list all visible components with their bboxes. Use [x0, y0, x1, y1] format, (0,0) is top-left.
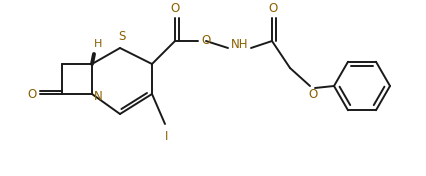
Text: O: O — [308, 89, 318, 102]
Text: O: O — [201, 34, 210, 48]
Text: NH: NH — [231, 37, 249, 51]
Text: O: O — [27, 87, 37, 100]
Text: O: O — [268, 2, 278, 15]
Text: O: O — [170, 2, 180, 15]
Text: H: H — [94, 39, 102, 49]
Text: N: N — [94, 90, 102, 102]
Text: S: S — [118, 30, 126, 43]
Text: I: I — [165, 130, 169, 143]
